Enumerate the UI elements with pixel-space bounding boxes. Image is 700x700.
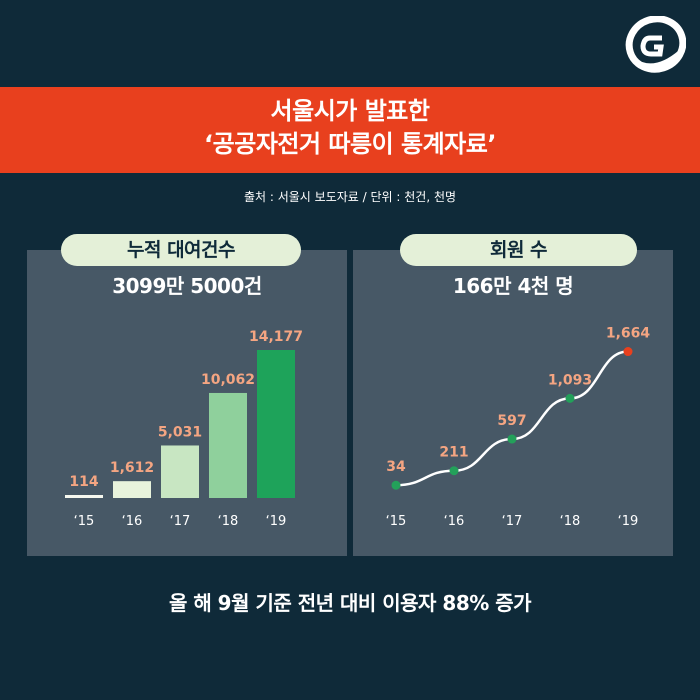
line-tick-label-4: ‘19: [618, 514, 639, 529]
members-label: 회원 수: [400, 234, 637, 266]
bar-value-label-2: 5,031: [158, 424, 202, 440]
line-point-3: [565, 393, 575, 403]
bar-4: [257, 350, 295, 498]
rentals-total: 3099만 5000건: [112, 274, 262, 298]
bar-value-label-1: 1,612: [110, 460, 154, 476]
bar-tick-label-0: ‘15: [74, 514, 95, 529]
line-tick-label-1: ‘16: [444, 514, 465, 529]
line-value-label-0: 34: [386, 459, 406, 475]
bar-tick-label-3: ‘18: [218, 514, 239, 529]
rentals-label: 누적 대여건수: [61, 234, 301, 266]
members-total: 166만 4천 명: [452, 274, 574, 298]
title-line-1: 서울시가 발표한: [270, 97, 430, 125]
line-value-label-4: 1,664: [606, 326, 651, 342]
bar-tick-label-1: ‘16: [122, 514, 143, 529]
line-tick-label-3: ‘18: [560, 514, 581, 529]
line-point-1: [449, 466, 459, 476]
bar-tick-label-2: ‘17: [170, 514, 191, 529]
bar-2: [161, 445, 199, 498]
source-note: 출처 : 서울시 보도자료 / 단위 : 천건, 천명: [243, 190, 457, 204]
footer-note: 올 해 9월 기준 전년 대비 이용자 88% 증가: [168, 591, 532, 615]
line-value-label-1: 211: [439, 445, 468, 461]
line-value-label-3: 1,093: [548, 372, 592, 388]
bar-value-label-0: 114: [69, 474, 98, 490]
line-tick-label-2: ‘17: [502, 514, 523, 529]
line-point-2: [507, 434, 517, 444]
line-value-label-2: 597: [497, 413, 526, 429]
members-panel: [353, 250, 673, 556]
line-point-0: [391, 480, 401, 490]
bar-value-label-3: 10,062: [201, 372, 255, 388]
brand-logo-icon: [625, 16, 686, 73]
title-line-2: ‘공공자전거 따릉이 통계자료’: [204, 130, 496, 158]
bar-value-label-4: 14,177: [249, 329, 303, 345]
title-banner: 서울시가 발표한 ‘공공자전거 따릉이 통계자료’: [0, 87, 700, 173]
line-point-4: [623, 347, 633, 357]
bar-0: [65, 495, 103, 498]
line-tick-label-0: ‘15: [386, 514, 407, 529]
bar-tick-label-4: ‘19: [266, 514, 287, 529]
bar-1: [113, 481, 151, 498]
bar-3: [209, 392, 247, 498]
